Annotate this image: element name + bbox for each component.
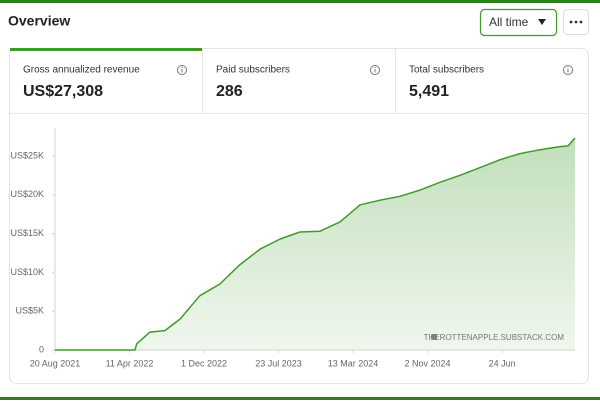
page-title: Overview [8,13,70,29]
info-icon [563,65,573,75]
line [55,137,576,351]
info-icon [177,65,187,75]
y-tick-label: US$10K [10,267,44,277]
metric-label: Total subscribers [409,65,484,76]
metric-value: 286 [216,83,243,100]
dropdown-caret [538,19,546,25]
y-tick-label: 0 [39,344,44,354]
x-tick-label: 2 Nov 2024 [405,358,451,368]
info-icon-dot [567,66,569,68]
info-icon-dot [374,66,376,68]
y-tick-label: US$25K [10,150,44,160]
chart: 0 US$5K US$10K US$15K US$20K US$25K 20 Aug 202… [10,128,576,368]
metric-label: Gross annualized revenue [23,65,140,76]
x-tick-label: 24 Jun [489,358,516,368]
active-tab-indicator [10,48,202,51]
metric-label: Paid subscribers [216,65,290,76]
watermark: THEROTTENAPPLE.SUBSTACK.COM [424,333,565,342]
top-bar [0,0,600,3]
x-tick-label: 20 Aug 2021 [30,358,81,368]
y-tick-label: US$15K [10,228,44,238]
x-tick-label: 1 Dec 2022 [181,358,227,368]
x-tick-label: 13 Mar 2024 [328,358,379,368]
info-icon [370,65,380,75]
metrics: Gross annualized revenue US$27,308 Paid su… [23,65,573,100]
dot [579,20,583,24]
watermark-icon [431,334,437,340]
x-tick-label: 23 Jul 2023 [255,358,302,368]
metric-value: US$27,308 [23,83,103,100]
more-button[interactable] [563,9,589,35]
y-tick-label: US$5K [15,306,44,316]
dropdown-label[interactable]: All time [489,15,529,29]
y-tick-label: US$20K [10,189,44,199]
filter-dropdown[interactable]: All time [479,8,558,37]
metric-value: 5,491 [409,83,449,100]
dot [574,20,578,24]
bottom-bar [0,397,600,400]
dot [569,20,573,24]
info-icon-dot [181,66,183,68]
x-tick-label: 11 Apr 2022 [106,358,154,368]
dropdown-box[interactable] [479,8,558,37]
area [55,138,575,350]
